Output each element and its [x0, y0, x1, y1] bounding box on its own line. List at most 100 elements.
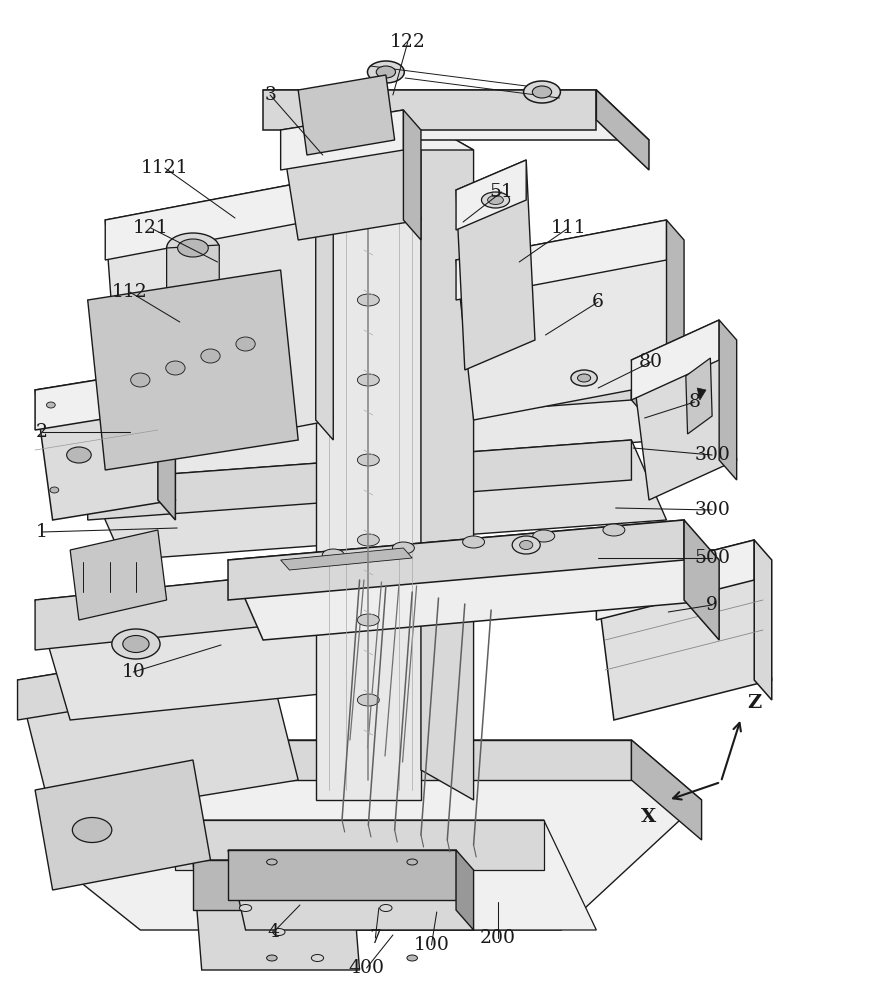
- Polygon shape: [631, 740, 702, 840]
- Polygon shape: [35, 560, 456, 720]
- Ellipse shape: [72, 818, 112, 842]
- Polygon shape: [686, 358, 712, 434]
- Polygon shape: [631, 320, 737, 500]
- Ellipse shape: [407, 955, 417, 961]
- Polygon shape: [228, 520, 719, 640]
- Ellipse shape: [577, 374, 591, 382]
- Ellipse shape: [50, 487, 59, 493]
- Ellipse shape: [358, 614, 379, 626]
- Ellipse shape: [532, 86, 552, 98]
- Polygon shape: [53, 740, 702, 930]
- Polygon shape: [35, 370, 158, 430]
- Polygon shape: [596, 90, 649, 170]
- Ellipse shape: [533, 530, 554, 542]
- Ellipse shape: [201, 349, 220, 363]
- Ellipse shape: [376, 66, 396, 78]
- Ellipse shape: [358, 374, 379, 386]
- Text: 6: 6: [592, 293, 604, 311]
- Polygon shape: [167, 245, 219, 303]
- Polygon shape: [88, 360, 631, 440]
- Text: 500: 500: [694, 549, 731, 567]
- Text: 300: 300: [695, 446, 730, 464]
- Ellipse shape: [393, 542, 415, 554]
- Polygon shape: [631, 360, 667, 440]
- Polygon shape: [228, 520, 684, 600]
- Text: 112: 112: [112, 283, 147, 301]
- Polygon shape: [193, 860, 351, 910]
- Ellipse shape: [123, 636, 149, 652]
- Polygon shape: [263, 90, 596, 130]
- Polygon shape: [754, 540, 772, 700]
- Polygon shape: [263, 90, 649, 140]
- Text: 51: 51: [489, 183, 514, 201]
- Text: 3: 3: [264, 86, 276, 104]
- Ellipse shape: [323, 549, 344, 561]
- Polygon shape: [456, 220, 684, 420]
- Ellipse shape: [367, 61, 404, 83]
- Text: 9: 9: [706, 596, 718, 614]
- Polygon shape: [403, 110, 421, 240]
- Text: 1121: 1121: [141, 159, 189, 177]
- Polygon shape: [719, 320, 737, 480]
- Ellipse shape: [131, 373, 150, 387]
- Ellipse shape: [358, 294, 379, 306]
- Ellipse shape: [380, 905, 392, 912]
- Polygon shape: [18, 640, 263, 720]
- Polygon shape: [281, 110, 421, 240]
- Ellipse shape: [273, 929, 285, 936]
- Text: 2: 2: [36, 423, 48, 441]
- Ellipse shape: [358, 214, 379, 226]
- Polygon shape: [158, 370, 175, 520]
- Polygon shape: [105, 180, 333, 460]
- Ellipse shape: [519, 540, 532, 550]
- Text: 300: 300: [695, 501, 730, 519]
- Polygon shape: [70, 530, 167, 620]
- Polygon shape: [316, 180, 333, 440]
- Text: X: X: [641, 808, 656, 826]
- Ellipse shape: [112, 629, 160, 659]
- Ellipse shape: [236, 337, 255, 351]
- Polygon shape: [421, 120, 474, 800]
- Ellipse shape: [571, 370, 597, 386]
- Text: 200: 200: [480, 929, 517, 947]
- Polygon shape: [35, 560, 421, 650]
- Polygon shape: [316, 120, 421, 800]
- Ellipse shape: [167, 233, 219, 263]
- Ellipse shape: [358, 454, 379, 466]
- Polygon shape: [281, 110, 403, 170]
- Polygon shape: [105, 180, 316, 260]
- Polygon shape: [18, 640, 298, 820]
- Polygon shape: [456, 160, 535, 370]
- Text: 100: 100: [414, 936, 449, 954]
- Polygon shape: [228, 850, 456, 900]
- Polygon shape: [281, 548, 412, 570]
- Ellipse shape: [481, 192, 510, 208]
- Ellipse shape: [267, 955, 277, 961]
- Ellipse shape: [512, 536, 540, 554]
- Polygon shape: [596, 540, 754, 620]
- Text: 400: 400: [348, 959, 385, 977]
- Polygon shape: [88, 270, 298, 470]
- Ellipse shape: [407, 859, 417, 865]
- Polygon shape: [298, 75, 395, 155]
- Ellipse shape: [311, 954, 324, 962]
- Polygon shape: [88, 440, 667, 560]
- Text: 80: 80: [638, 353, 663, 371]
- Ellipse shape: [239, 905, 252, 912]
- Ellipse shape: [67, 447, 91, 463]
- Polygon shape: [456, 850, 474, 930]
- Polygon shape: [421, 560, 456, 720]
- Polygon shape: [316, 120, 474, 150]
- Text: 122: 122: [390, 33, 425, 51]
- Ellipse shape: [166, 361, 185, 375]
- Ellipse shape: [524, 81, 560, 103]
- Ellipse shape: [46, 402, 55, 408]
- Polygon shape: [175, 820, 544, 870]
- Ellipse shape: [358, 534, 379, 546]
- Ellipse shape: [177, 239, 209, 257]
- Polygon shape: [667, 220, 684, 400]
- Polygon shape: [88, 440, 631, 520]
- Polygon shape: [88, 360, 667, 480]
- Text: 10: 10: [121, 663, 146, 681]
- Text: 8: 8: [688, 393, 701, 411]
